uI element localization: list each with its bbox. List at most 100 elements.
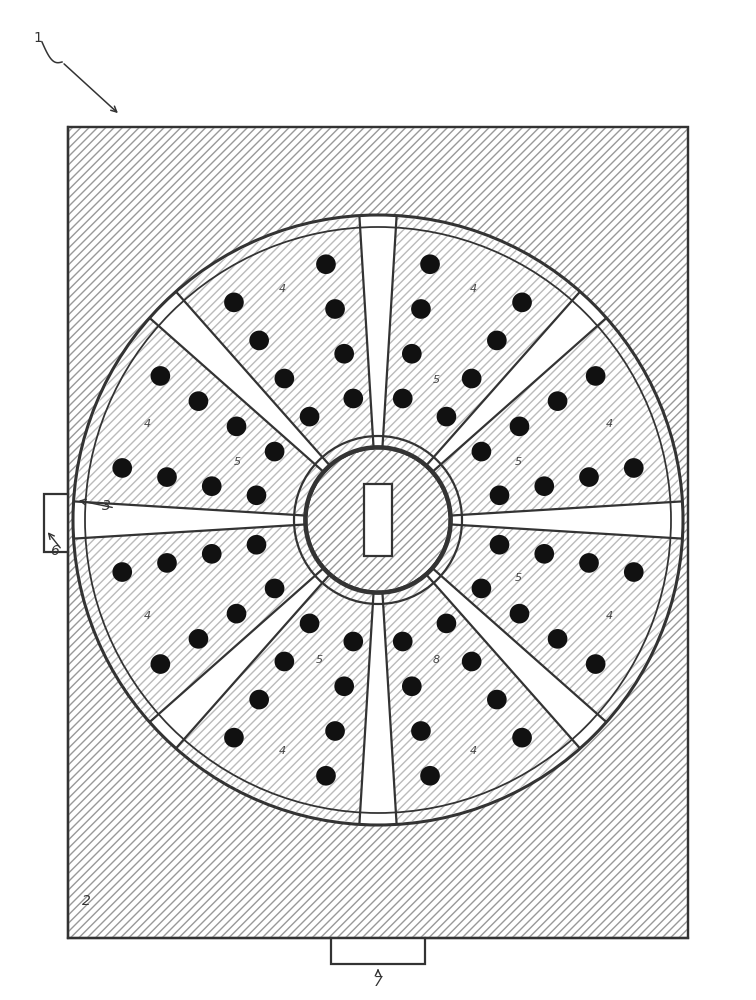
Wedge shape bbox=[383, 218, 579, 466]
Wedge shape bbox=[75, 502, 306, 538]
Circle shape bbox=[227, 604, 246, 623]
Circle shape bbox=[249, 331, 269, 350]
Text: 5: 5 bbox=[234, 457, 241, 467]
Circle shape bbox=[420, 254, 440, 274]
Circle shape bbox=[224, 728, 243, 747]
Circle shape bbox=[402, 676, 422, 696]
Circle shape bbox=[510, 417, 529, 436]
Circle shape bbox=[188, 629, 208, 649]
Wedge shape bbox=[426, 293, 605, 472]
Text: 7: 7 bbox=[373, 975, 383, 989]
Text: 4: 4 bbox=[144, 611, 150, 621]
Circle shape bbox=[343, 632, 363, 651]
Text: 4: 4 bbox=[279, 284, 286, 294]
Circle shape bbox=[510, 604, 529, 623]
Text: 5: 5 bbox=[432, 375, 440, 385]
Text: 4: 4 bbox=[470, 284, 477, 294]
Text: 4: 4 bbox=[470, 746, 477, 756]
Circle shape bbox=[73, 215, 683, 825]
Wedge shape bbox=[151, 293, 330, 472]
Text: 5: 5 bbox=[515, 457, 522, 467]
Circle shape bbox=[513, 293, 532, 312]
Circle shape bbox=[472, 579, 491, 598]
Circle shape bbox=[490, 535, 510, 555]
Bar bbox=[364, 484, 392, 556]
Text: 3: 3 bbox=[102, 499, 111, 513]
Bar bbox=[68, 127, 688, 938]
Circle shape bbox=[579, 467, 599, 487]
Wedge shape bbox=[432, 524, 680, 721]
Circle shape bbox=[586, 366, 606, 386]
Circle shape bbox=[334, 344, 354, 364]
Circle shape bbox=[265, 579, 284, 598]
Text: 4: 4 bbox=[279, 746, 286, 756]
Circle shape bbox=[462, 369, 482, 388]
Text: 2: 2 bbox=[82, 894, 91, 908]
Circle shape bbox=[113, 458, 132, 478]
Wedge shape bbox=[177, 218, 373, 466]
Circle shape bbox=[227, 417, 246, 436]
Circle shape bbox=[624, 562, 643, 582]
Circle shape bbox=[113, 562, 132, 582]
Circle shape bbox=[188, 391, 208, 411]
Circle shape bbox=[325, 299, 345, 319]
Circle shape bbox=[150, 366, 170, 386]
Circle shape bbox=[393, 632, 413, 651]
Text: 8: 8 bbox=[432, 655, 440, 665]
Text: 4: 4 bbox=[606, 419, 612, 429]
Circle shape bbox=[325, 721, 345, 741]
Text: 5: 5 bbox=[515, 573, 522, 583]
Circle shape bbox=[586, 654, 606, 674]
Circle shape bbox=[274, 369, 294, 388]
Circle shape bbox=[249, 690, 269, 709]
Circle shape bbox=[411, 721, 431, 741]
Bar bbox=[68, 127, 688, 938]
Circle shape bbox=[343, 389, 363, 408]
Circle shape bbox=[157, 553, 177, 573]
Circle shape bbox=[150, 654, 170, 674]
Text: 4: 4 bbox=[144, 419, 150, 429]
Circle shape bbox=[157, 467, 177, 487]
Circle shape bbox=[487, 331, 507, 350]
Circle shape bbox=[334, 676, 354, 696]
Circle shape bbox=[548, 391, 568, 411]
Circle shape bbox=[472, 442, 491, 461]
Circle shape bbox=[513, 728, 532, 747]
Circle shape bbox=[246, 485, 266, 505]
Wedge shape bbox=[76, 319, 324, 516]
Circle shape bbox=[624, 458, 643, 478]
Circle shape bbox=[224, 293, 243, 312]
Circle shape bbox=[579, 553, 599, 573]
Circle shape bbox=[265, 442, 284, 461]
Circle shape bbox=[393, 389, 413, 408]
Wedge shape bbox=[360, 592, 396, 823]
Circle shape bbox=[437, 407, 457, 426]
Circle shape bbox=[246, 535, 266, 555]
Wedge shape bbox=[360, 217, 396, 448]
Circle shape bbox=[202, 544, 222, 564]
Circle shape bbox=[316, 254, 336, 274]
Circle shape bbox=[487, 690, 507, 709]
Text: 4: 4 bbox=[606, 611, 612, 621]
Wedge shape bbox=[383, 574, 579, 822]
Circle shape bbox=[420, 766, 440, 786]
Wedge shape bbox=[426, 568, 605, 747]
Bar bbox=[331, 938, 425, 964]
Circle shape bbox=[548, 629, 568, 649]
Circle shape bbox=[534, 544, 554, 564]
Circle shape bbox=[316, 766, 336, 786]
Wedge shape bbox=[432, 319, 680, 516]
Circle shape bbox=[299, 614, 319, 633]
Wedge shape bbox=[177, 574, 373, 822]
Wedge shape bbox=[151, 568, 330, 747]
Circle shape bbox=[306, 448, 450, 592]
Circle shape bbox=[534, 476, 554, 496]
Circle shape bbox=[402, 344, 422, 364]
Circle shape bbox=[462, 652, 482, 671]
Text: 6: 6 bbox=[50, 544, 59, 558]
Circle shape bbox=[490, 485, 510, 505]
Text: 1: 1 bbox=[33, 31, 42, 45]
Circle shape bbox=[202, 476, 222, 496]
Circle shape bbox=[411, 299, 431, 319]
Circle shape bbox=[437, 614, 457, 633]
